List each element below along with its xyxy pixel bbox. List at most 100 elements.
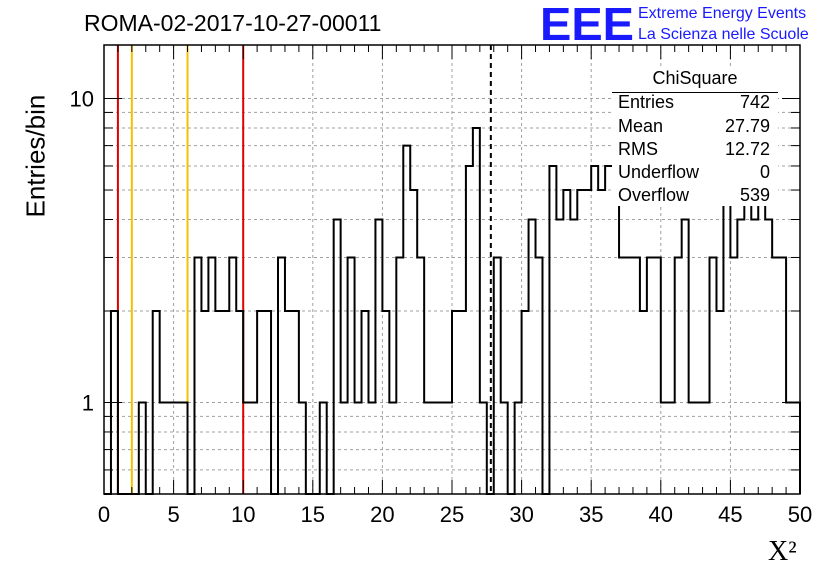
histogram-bin [661, 402, 668, 494]
histogram-bin [744, 190, 751, 494]
histogram-bin [174, 402, 181, 494]
histogram-bin [229, 257, 236, 494]
stats-value: 27.79 [724, 116, 770, 136]
histogram-bin [703, 402, 710, 494]
brand-block: Extreme Energy Events La Scienza nelle S… [638, 3, 809, 45]
histogram-bin [619, 257, 626, 494]
histogram-bin [236, 311, 243, 494]
histogram-bin [549, 166, 556, 494]
x-tick-label: 15 [301, 502, 325, 527]
histogram-bin [668, 402, 675, 494]
histogram-bin [689, 402, 696, 494]
y-tick-label: 10 [70, 87, 94, 112]
histogram-bin [153, 311, 160, 494]
histogram-bin [654, 257, 661, 494]
x-tick-label: 0 [98, 502, 110, 527]
histogram-bin [403, 146, 410, 494]
histogram-bin [459, 311, 466, 494]
histogram-bin [556, 219, 563, 494]
histogram-bin [501, 402, 508, 494]
histogram-bin [375, 219, 382, 494]
histogram-bin [765, 219, 772, 494]
histogram-bin [410, 190, 417, 494]
histogram-bin [584, 190, 591, 494]
stats-key: Overflow [618, 185, 690, 205]
histogram-bin [320, 402, 327, 494]
x-tick-label: 35 [579, 502, 603, 527]
histogram-bin [522, 311, 529, 494]
histogram-bin [362, 311, 369, 494]
histogram-bin [215, 311, 222, 494]
logo-text: EEE [540, 2, 634, 44]
histogram-bin [181, 402, 188, 494]
histogram-bin [647, 257, 654, 494]
chart-title: ROMA-02-2017-10-27-00011 [84, 10, 382, 36]
stats-title: ChiSquare [652, 68, 738, 88]
y-axis-label-container: Entries/bin [2, 95, 51, 218]
stats-value: 742 [739, 92, 770, 112]
histogram-bin [201, 311, 208, 494]
histogram-bin [452, 311, 459, 494]
stats-box: ChiSquare Entries 742 Mean 27.79 RMS 12.… [612, 68, 778, 206]
histogram-bin [591, 166, 598, 494]
stats-key: Entries [618, 92, 675, 112]
histogram-bin [598, 190, 605, 494]
histogram-bin [515, 402, 522, 494]
histogram-bin [264, 311, 271, 494]
histogram-bin [682, 219, 689, 494]
histogram-bin [626, 257, 633, 494]
histogram-bin [139, 402, 146, 494]
histogram-bin [285, 311, 292, 494]
y-tick-label: 1 [82, 390, 94, 415]
histogram-bin [675, 257, 682, 494]
histogram-bin [737, 219, 744, 494]
histogram-bin [278, 257, 285, 494]
histogram-bin [633, 257, 640, 494]
histogram-bin [710, 257, 717, 494]
x-tick-label: 45 [718, 502, 742, 527]
histogram-bin [208, 257, 215, 494]
histogram-bin [292, 311, 299, 494]
histogram-bin [167, 402, 174, 494]
histogram-bin [716, 311, 723, 494]
histogram-bin [696, 402, 703, 494]
histogram-bins [104, 126, 801, 495]
histogram-bin [299, 402, 306, 494]
histogram-bin [529, 219, 536, 494]
histogram-bin [382, 311, 389, 494]
histogram-bin [570, 219, 577, 494]
histogram-bin [723, 166, 730, 494]
stats-key: Mean [618, 116, 664, 136]
x-axis-label: X² [768, 536, 797, 567]
histogram-bin [389, 402, 396, 494]
histogram-bin [341, 402, 348, 494]
histogram-bin [772, 257, 779, 494]
x-tick-label: 25 [440, 502, 464, 527]
stats-key: Underflow [618, 162, 700, 182]
stats-value: 0 [759, 162, 770, 182]
histogram-bin [222, 311, 229, 494]
x-tick-label: 40 [649, 502, 673, 527]
histogram-bin [758, 190, 765, 494]
histogram-bin [250, 402, 257, 494]
histogram-bin [194, 257, 201, 494]
histogram-bin [605, 166, 612, 494]
histogram-bin [431, 402, 438, 494]
histogram-bin [612, 166, 619, 494]
histogram-bin [334, 219, 341, 494]
x-tick-label: 5 [167, 502, 179, 527]
histogram-bin [494, 257, 501, 494]
histogram-bin [445, 402, 452, 494]
histogram-bin [160, 402, 167, 494]
stats-value: 12.72 [724, 139, 770, 159]
eee-logo: EEE [540, 2, 634, 44]
histogram-bin [466, 166, 473, 494]
histogram-bin [779, 257, 786, 494]
histogram-bin [536, 257, 543, 494]
tick-labels: 0 5 10 15 20 25 30 35 40 45 50 1 10 [70, 87, 813, 527]
x-tick-label: 10 [231, 502, 255, 527]
histogram-bin [438, 402, 445, 494]
histogram-bin [480, 402, 487, 494]
brand-line-1: Extreme Energy Events [638, 5, 807, 22]
histogram-bin [396, 257, 403, 494]
